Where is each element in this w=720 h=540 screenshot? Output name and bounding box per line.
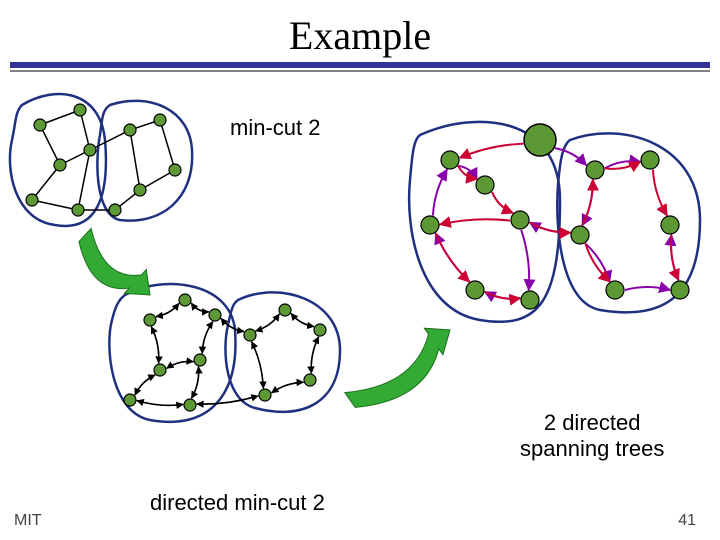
edges [32,110,678,405]
label-directed-mincut: directed min-cut 2 [150,490,325,516]
nodes [26,104,689,411]
transition-arrows [79,228,450,407]
label-spanning-trees: 2 directed spanning trees [520,410,664,462]
cluster-outlines [10,94,700,422]
footer-affiliation: MIT [14,512,42,530]
label-mincut: min-cut 2 [230,115,320,141]
slide-number: 41 [678,512,696,530]
